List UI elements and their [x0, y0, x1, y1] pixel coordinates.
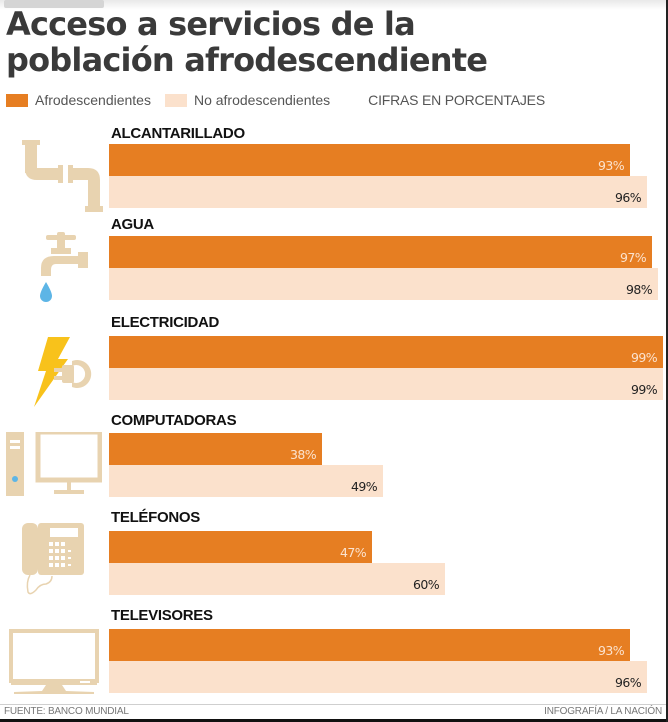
data-label-telefonos-no-afro: 60% [413, 577, 440, 592]
category-label-telefonos: TELÉFONOS [111, 509, 200, 526]
bar-computadoras-no-afro: 49% [109, 465, 383, 497]
data-label-alcantarillado-no-afro: 96% [615, 190, 642, 205]
top-bar [0, 0, 668, 10]
category-label-televisores: TELEVISORES [111, 607, 213, 624]
bar-electricidad-afro: 99% [109, 336, 663, 368]
data-label-alcantarillado-afro: 93% [598, 158, 625, 173]
television-icon [9, 629, 99, 694]
data-label-agua-no-afro: 98% [626, 282, 653, 297]
category-label-agua: AGUA [111, 216, 154, 233]
legend-label-afro: Afrodescendientes [35, 92, 151, 108]
bar-agua-afro: 97% [109, 236, 652, 268]
data-label-televisores-no-afro: 96% [615, 675, 642, 690]
right-edge [666, 0, 668, 722]
data-label-electricidad-afro: 99% [631, 350, 658, 365]
bar-telefonos-no-afro: 60% [109, 563, 445, 595]
footer-divider [0, 704, 668, 705]
title-line-2: población afrodescendiente [6, 41, 488, 79]
bottom-band [0, 719, 668, 722]
legend-item-no-afro: No afrodescendientes [164, 92, 331, 108]
data-label-electricidad-no-afro: 99% [631, 382, 658, 397]
title-line-1: Acceso a servicios de la [6, 5, 416, 43]
category-label-electricidad: ELECTRICIDAD [111, 314, 220, 331]
bar-telefonos-afro: 47% [109, 531, 372, 563]
electricity-plug-icon [34, 337, 92, 407]
legend-swatch-no-afro [164, 93, 187, 107]
telephone-icon [22, 523, 84, 595]
bar-televisores-no-afro: 96% [109, 661, 647, 693]
bar-agua-no-afro: 98% [109, 268, 658, 300]
faucet-icon [40, 232, 88, 302]
top-tab [4, 0, 104, 8]
computer-icon [6, 432, 102, 496]
bar-alcantarillado-no-afro: 96% [109, 176, 647, 208]
legend-item-afro: Afrodescendientes [6, 92, 151, 108]
footer-source: FUENTE: BANCO MUNDIAL [4, 706, 129, 717]
legend-label-no-afro: No afrodescendientes [193, 92, 331, 108]
bar-electricidad-no-afro: 99% [109, 368, 663, 400]
data-label-televisores-afro: 93% [598, 643, 625, 658]
data-label-computadoras-afro: 38% [290, 447, 317, 462]
legend: Afrodescendientes No afrodescendientes C… [6, 91, 545, 109]
pipe-icon [22, 140, 103, 212]
units-note: CIFRAS EN PORCENTAJES [368, 92, 545, 108]
data-label-computadoras-no-afro: 49% [351, 479, 378, 494]
category-label-computadoras: COMPUTADORAS [111, 412, 237, 429]
category-label-alcantarillado: ALCANTARILLADO [111, 125, 245, 142]
data-label-agua-afro: 97% [620, 250, 647, 265]
bar-computadoras-afro: 38% [109, 433, 322, 465]
footer-credit: INFOGRAFÍA / LA NACIÓN [544, 706, 662, 717]
legend-swatch-afro [6, 93, 28, 107]
chart-title: Acceso a servicios de la población afrod… [6, 6, 646, 78]
bar-alcantarillado-afro: 93% [109, 144, 630, 176]
bar-televisores-afro: 93% [109, 629, 630, 661]
data-label-telefonos-afro: 47% [340, 545, 367, 560]
